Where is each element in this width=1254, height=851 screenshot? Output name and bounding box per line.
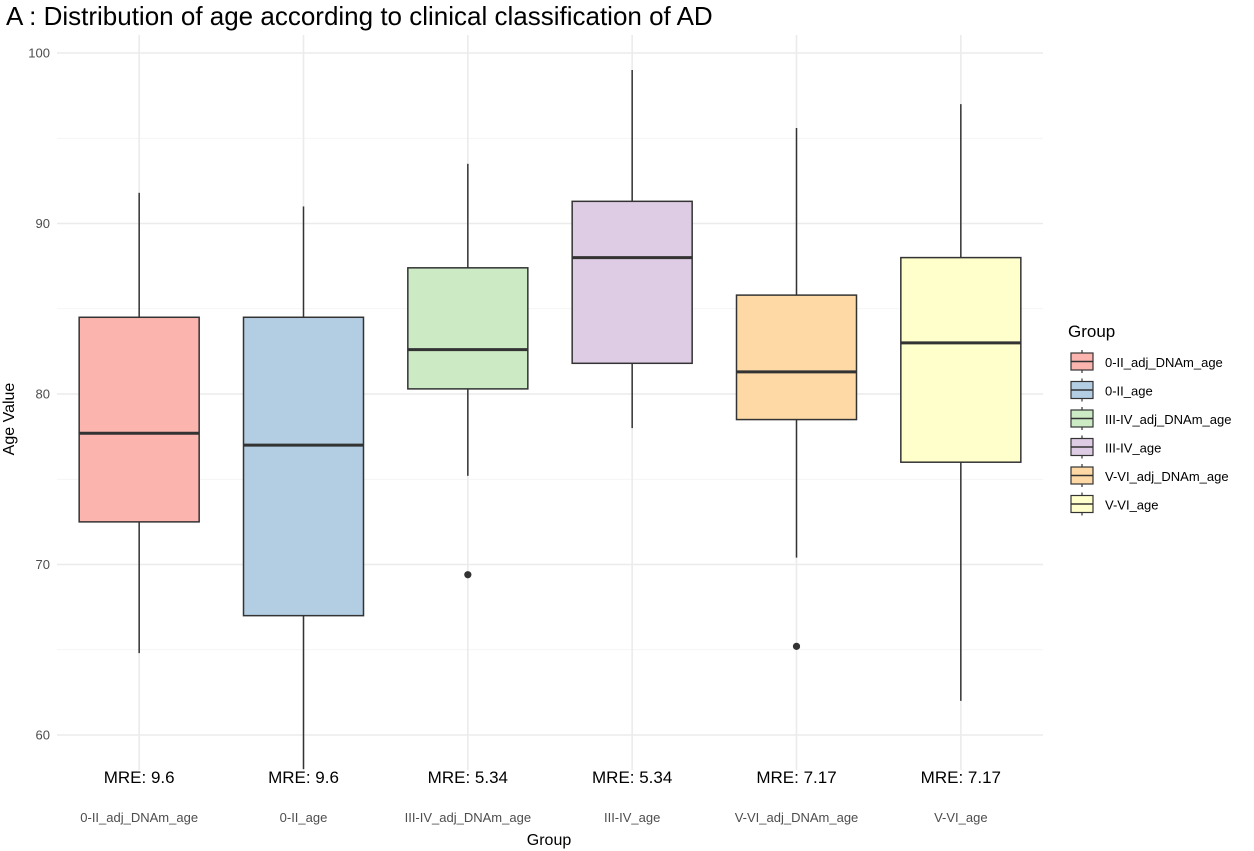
- x-axis-ticks: 0-II_adj_DNAm_age 0-II_age III-IV_adj_DNAm…: [80, 810, 987, 825]
- outlier-point: [792, 642, 801, 650]
- legend-label: 0-II_adj_DNAm_age: [1105, 355, 1223, 370]
- mre-annotations: MRE: 9.6 MRE: 9.6 MRE: 5.34 MRE: 5.34 MRE: 7…: [104, 768, 1001, 787]
- legend-label: III-IV_age: [1105, 441, 1161, 456]
- y-tick-label: 60: [36, 728, 50, 743]
- legend-title: Group: [1068, 322, 1115, 341]
- x-tick-label: 0-II_age: [280, 810, 328, 825]
- box-0-II_age: [242, 206, 365, 770]
- mre-label: MRE: 9.6: [268, 768, 339, 787]
- mre-label: MRE: 9.6: [104, 768, 175, 787]
- legend-item-0-II_adj_DNAm_age: 0-II_adj_DNAm_age: [1070, 350, 1223, 373]
- y-axis-ticks: 60 70 80 90 100: [28, 46, 50, 743]
- legend-item-III-IV_age: III-IV_age: [1070, 435, 1161, 459]
- x-axis-title: Group: [527, 832, 572, 849]
- y-tick-label: 70: [36, 557, 50, 572]
- legend-item-V-VI_age: V-VI_age: [1070, 492, 1159, 516]
- legend-item-0-II_age: 0-II_age: [1070, 378, 1153, 402]
- x-tick-label: III-IV_adj_DNAm_age: [405, 810, 531, 825]
- mre-label: MRE: 5.34: [428, 768, 508, 787]
- legend-label: 0-II_age: [1105, 384, 1153, 399]
- box-iqr: [407, 267, 529, 390]
- x-tick-label: V-VI_age: [934, 810, 988, 825]
- legend-item-III-IV_adj_DNAm_age: III-IV_adj_DNAm_age: [1070, 407, 1231, 430]
- mre-label: MRE: 5.34: [592, 768, 672, 787]
- box-iqr: [900, 256, 1022, 463]
- box-V-VI_age: [900, 104, 1022, 701]
- box-iqr: [78, 316, 200, 523]
- legend-label: V-VI_age: [1105, 498, 1159, 513]
- y-tick-label: 90: [36, 216, 50, 231]
- box-iqr: [242, 316, 365, 617]
- grid-lines: [57, 35, 1043, 770]
- box-III-IV_adj_DNAm_age: [407, 163, 529, 579]
- chart-title: A : Distribution of age according to cli…: [6, 1, 713, 31]
- boxes-layer: [78, 70, 1022, 770]
- x-tick-label: 0-II_adj_DNAm_age: [80, 810, 198, 825]
- box-V-VI_adj_DNAm_age: [735, 128, 858, 650]
- box-0-II_adj_DNAm_age: [78, 192, 200, 654]
- x-tick-label: III-IV_age: [604, 810, 660, 825]
- legend-label: III-IV_adj_DNAm_age: [1105, 412, 1231, 427]
- box-iqr: [571, 200, 693, 365]
- legend-label: V-VI_adj_DNAm_age: [1105, 469, 1229, 484]
- legend: Group 0-II_adj_DNAm_age 0-II_age III-IV_ad…: [1068, 322, 1231, 516]
- y-tick-label: 100: [28, 46, 50, 61]
- box-III-IV_age: [571, 70, 693, 429]
- box-iqr: [735, 294, 858, 421]
- x-tick-label: V-VI_adj_DNAm_age: [735, 810, 859, 825]
- y-axis-title: Age Value: [1, 383, 18, 456]
- y-tick-label: 80: [36, 387, 50, 402]
- legend-item-V-VI_adj_DNAm_age: V-VI_adj_DNAm_age: [1070, 464, 1229, 487]
- outlier-point: [464, 571, 472, 579]
- mre-label: MRE: 7.17: [921, 768, 1001, 787]
- mre-label: MRE: 7.17: [756, 768, 836, 787]
